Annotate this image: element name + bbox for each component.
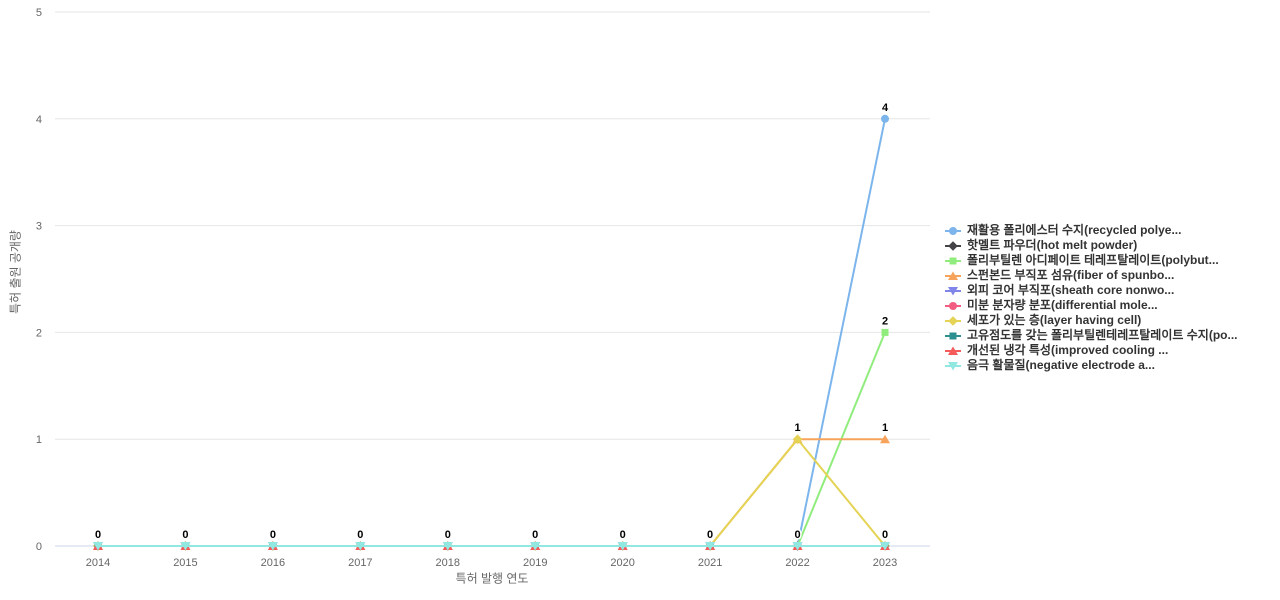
data-point-marker-triangle-down[interactable] bbox=[180, 542, 191, 551]
legend-item-3[interactable]: 스펀본드 부직포 섬유(fiber of spunbo... bbox=[944, 268, 1238, 283]
triangle-down-legend-marker-icon bbox=[945, 361, 961, 370]
x-tick-label: 2017 bbox=[348, 557, 372, 569]
x-tick-label: 2019 bbox=[523, 557, 547, 569]
triangle-legend-marker-icon bbox=[945, 346, 961, 355]
legend-item-label: 재활용 폴리에스터 수지(recycled polye... bbox=[967, 223, 1182, 237]
data-point-marker-square[interactable] bbox=[881, 328, 889, 336]
legend-item-5[interactable]: 미분 분자량 분포(differential mole... bbox=[944, 298, 1238, 313]
series-3 bbox=[93, 434, 890, 550]
data-point-marker-triangle-down[interactable] bbox=[880, 542, 890, 551]
data-point-marker-triangle-down bbox=[948, 361, 958, 370]
legend-item-label: 음극 활물질(negative electrode a... bbox=[967, 358, 1155, 372]
x-tick-label: 2020 bbox=[610, 557, 634, 569]
y-axis-title: 특허 출원 공개량 bbox=[8, 230, 23, 314]
legend-item-7[interactable]: 고유점도를 갖는 폴리부틸렌테레프탈레이트 수지(po... bbox=[944, 328, 1238, 343]
data-point-marker-square bbox=[949, 257, 957, 264]
data-label: 2 bbox=[882, 315, 888, 327]
y-tick-label: 1 bbox=[36, 434, 42, 446]
data-point-marker-triangle bbox=[948, 271, 958, 280]
diamond-legend-marker-icon bbox=[945, 240, 961, 251]
x-tick-label: 2016 bbox=[261, 557, 285, 569]
data-label: 0 bbox=[532, 529, 538, 541]
y-tick-label: 5 bbox=[36, 7, 42, 19]
data-point-marker-triangle-down[interactable] bbox=[617, 542, 628, 551]
legend-item-label: 세포가 있는 층(layer having cell) bbox=[967, 313, 1142, 327]
data-label: 1 bbox=[882, 422, 888, 434]
data-point-marker-triangle-down[interactable] bbox=[267, 542, 278, 551]
x-tick-label: 2015 bbox=[173, 557, 197, 569]
data-point-marker-triangle bbox=[948, 346, 958, 355]
legend-item-label: 핫멜트 파우더(hot melt powder) bbox=[967, 238, 1138, 252]
data-point-marker-triangle-down[interactable] bbox=[705, 542, 716, 551]
y-tick-label: 0 bbox=[36, 541, 42, 553]
y-tick-label: 3 bbox=[36, 221, 42, 233]
data-point-marker-triangle-down[interactable] bbox=[792, 542, 803, 551]
data-point-marker-triangle-down[interactable] bbox=[355, 542, 366, 551]
series-line bbox=[97, 438, 886, 547]
legend-item-6[interactable]: 세포가 있는 층(layer having cell) bbox=[944, 313, 1238, 328]
data-point-marker-diamond bbox=[948, 240, 958, 251]
data-label: 0 bbox=[882, 529, 888, 541]
data-label: 0 bbox=[620, 529, 626, 541]
data-label: 0 bbox=[707, 529, 713, 541]
data-label: 0 bbox=[357, 529, 363, 541]
legend-item-0[interactable]: 재활용 폴리에스터 수지(recycled polye... bbox=[944, 223, 1238, 238]
legend-item-label: 스펀본드 부직포 섬유(fiber of spunbo... bbox=[967, 268, 1175, 282]
series-9 bbox=[93, 542, 890, 551]
legend-item-4[interactable]: 외피 코어 부직포(sheath core nonwo... bbox=[944, 283, 1238, 298]
triangle-down-legend-marker-icon bbox=[945, 286, 961, 295]
diamond-legend-marker-icon bbox=[945, 315, 961, 326]
legend-item-label: 고유점도를 갖는 폴리부틸렌테레프탈레이트 수지(po... bbox=[967, 328, 1238, 342]
legend-item-label: 개선된 냉각 특성(improved cooling ... bbox=[967, 343, 1169, 357]
data-point-marker-square bbox=[949, 332, 957, 339]
data-label: 0 bbox=[95, 529, 101, 541]
legend-item-label: 외피 코어 부직포(sheath core nonwo... bbox=[967, 283, 1175, 297]
data-point-marker-triangle-down[interactable] bbox=[530, 542, 541, 551]
data-label: 0 bbox=[445, 529, 451, 541]
series-6 bbox=[93, 434, 890, 551]
legend-item-8[interactable]: 개선된 냉각 특성(improved cooling ... bbox=[944, 343, 1238, 358]
circle-legend-marker-icon bbox=[945, 226, 961, 235]
data-label: 1 bbox=[794, 422, 800, 434]
square-legend-marker-icon bbox=[945, 332, 961, 339]
circle-legend-marker-icon bbox=[945, 301, 961, 310]
data-point-marker-circle bbox=[949, 226, 957, 235]
y-tick-label: 2 bbox=[36, 327, 42, 339]
chart-legend: 재활용 폴리에스터 수지(recycled polye... 핫멜트 파우더(ho… bbox=[944, 223, 1238, 373]
x-tick-label: 2014 bbox=[86, 557, 110, 569]
legend-item-1[interactable]: 핫멜트 파우더(hot melt powder) bbox=[944, 238, 1238, 253]
square-legend-marker-icon bbox=[945, 257, 961, 264]
legend-item-2[interactable]: 폴리부틸렌 아디페이트 테레프탈레이트(polybut... bbox=[944, 253, 1238, 268]
data-point-marker-circle[interactable] bbox=[881, 114, 889, 123]
triangle-legend-marker-icon bbox=[945, 271, 961, 280]
data-label: 0 bbox=[270, 529, 276, 541]
legend-item-label: 폴리부틸렌 아디페이트 테레프탈레이트(polybut... bbox=[967, 253, 1219, 267]
x-tick-label: 2023 bbox=[873, 557, 897, 569]
data-label: 0 bbox=[182, 529, 188, 541]
x-tick-label: 2018 bbox=[436, 557, 460, 569]
x-tick-label: 2021 bbox=[698, 557, 722, 569]
data-label: 4 bbox=[882, 102, 889, 114]
data-point-marker-triangle[interactable] bbox=[880, 434, 890, 444]
data-point-marker-circle bbox=[949, 301, 957, 310]
data-point-marker-triangle-down[interactable] bbox=[442, 542, 453, 551]
series-line bbox=[97, 438, 886, 547]
data-label: 0 bbox=[794, 529, 800, 541]
y-tick-label: 4 bbox=[36, 114, 42, 126]
data-point-marker-diamond bbox=[948, 315, 958, 326]
x-axis-title: 특허 발행 연도 bbox=[455, 571, 529, 586]
data-point-marker-diamond[interactable] bbox=[792, 434, 803, 444]
legend-item-9[interactable]: 음극 활물질(negative electrode a... bbox=[944, 358, 1238, 373]
legend-item-label: 미분 분자량 분포(differential mole... bbox=[967, 298, 1158, 312]
data-point-marker-triangle-down[interactable] bbox=[93, 542, 103, 551]
x-tick-label: 2022 bbox=[785, 557, 809, 569]
data-point-marker-triangle-down bbox=[948, 286, 958, 295]
